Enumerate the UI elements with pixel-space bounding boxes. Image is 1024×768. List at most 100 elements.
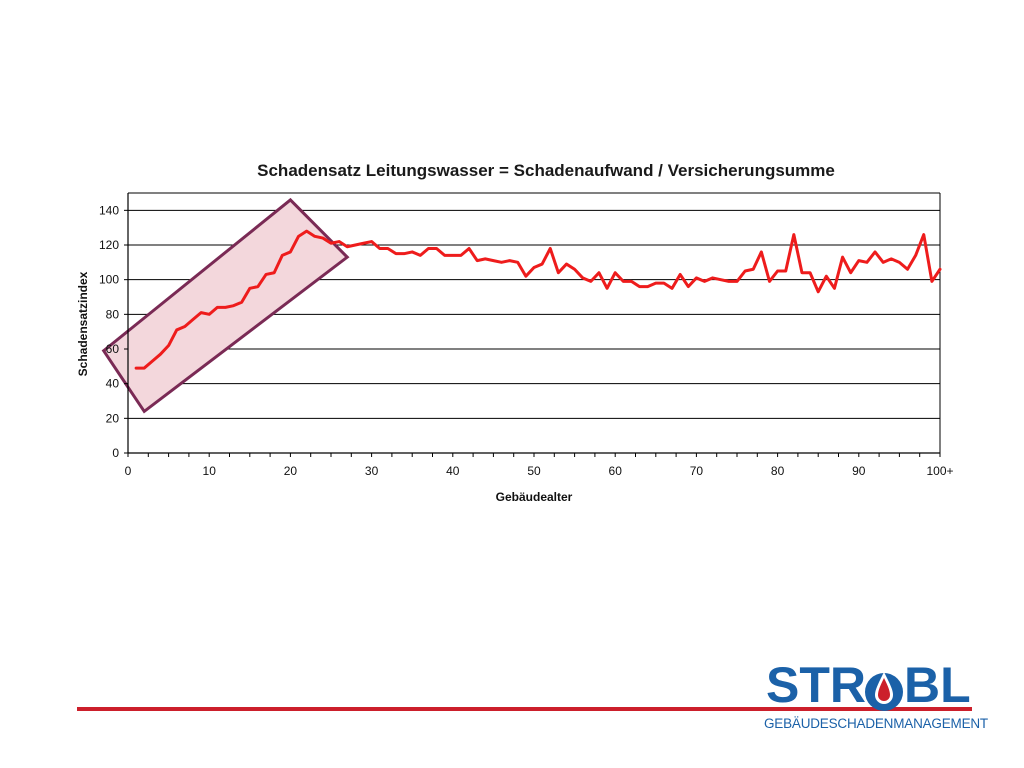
data-point (939, 268, 941, 270)
data-point (492, 260, 494, 262)
tick-labels: 0 20 40 60 80 100 120 140 0 10 20 30 40 50 60 70 80 90 100… (99, 203, 954, 478)
y-tick-label-120: 120 (99, 238, 119, 252)
data-point (460, 254, 462, 256)
data-point (525, 275, 527, 277)
data-point (760, 251, 762, 253)
x-axis-label: Gebäudealter (496, 490, 573, 504)
data-point (232, 305, 235, 307)
data-point (265, 273, 267, 276)
data-point (241, 301, 243, 303)
data-point (176, 329, 178, 331)
data-point (208, 313, 210, 315)
data-point (517, 261, 519, 263)
data-point (777, 270, 779, 272)
x-tick-label-20: 20 (284, 464, 298, 478)
data-point (297, 235, 300, 237)
highlight-rectangle (101, 197, 350, 414)
y-tick-label-40: 40 (106, 377, 120, 391)
data-point (419, 254, 421, 256)
y-tick-label-140: 140 (99, 203, 119, 217)
data-point (452, 254, 454, 256)
data-point (671, 287, 673, 289)
data-point (687, 286, 689, 288)
data-point (354, 244, 356, 246)
data-point (468, 247, 470, 250)
x-tick-label-0: 0 (125, 464, 132, 478)
data-point (833, 287, 836, 289)
y-tick-label-60: 60 (106, 342, 120, 356)
data-point (249, 287, 251, 289)
y-tick-label-80: 80 (106, 307, 120, 321)
data-point (793, 234, 795, 236)
data-point (663, 282, 665, 284)
highlight-box (101, 197, 350, 414)
data-point (257, 286, 259, 288)
data-point (281, 254, 283, 256)
data-point (768, 280, 771, 282)
data-point (159, 353, 162, 355)
data-point (184, 325, 186, 328)
company-logo: STR BL GEBÄUDESCHADENMANAGEMENT (764, 658, 988, 738)
axes (124, 193, 941, 457)
data-point (306, 230, 308, 232)
data-point (720, 279, 722, 281)
data-point (379, 247, 381, 250)
data-point (695, 277, 698, 279)
y-tick-label-20: 20 (106, 411, 120, 425)
data-point (574, 268, 576, 270)
data-point (736, 280, 738, 282)
data-point (444, 254, 446, 256)
data-point (647, 286, 649, 288)
data-point (484, 258, 486, 260)
data-point (387, 247, 389, 250)
y-axis-label: Schadensatzindex (76, 271, 90, 376)
data-point (395, 253, 397, 255)
data-point (541, 263, 543, 265)
data-point (622, 280, 624, 282)
data-point (151, 360, 153, 362)
data-point (557, 272, 559, 274)
series (134, 229, 942, 370)
data-point (192, 318, 194, 321)
x-tick-label-80: 80 (771, 464, 785, 478)
data-point (614, 272, 616, 274)
data-point (931, 280, 933, 282)
data-point (923, 234, 925, 236)
data-point (411, 251, 413, 253)
data-point (906, 268, 909, 270)
data-point (752, 268, 754, 270)
water-drop-icon (865, 672, 903, 711)
data-point (744, 270, 746, 272)
data-point (874, 251, 876, 253)
data-point (435, 247, 438, 250)
data-point (590, 280, 592, 282)
data-point (427, 247, 430, 250)
data-point (858, 260, 860, 262)
x-tick-label-40: 40 (446, 464, 460, 478)
data-point (841, 256, 844, 258)
data-point (224, 306, 227, 308)
data-point (785, 270, 787, 272)
data-point (809, 272, 811, 274)
data-point (712, 277, 714, 279)
data-point (825, 275, 827, 277)
data-point (338, 240, 340, 243)
data-point (850, 272, 852, 274)
x-tick-label-100: 100+ (926, 464, 953, 478)
data-point (866, 261, 868, 263)
data-point (533, 266, 535, 269)
data-point (565, 263, 568, 265)
x-tick-label-60: 60 (609, 464, 623, 478)
data-point (362, 242, 365, 244)
data-point (679, 273, 681, 276)
data-point (801, 272, 803, 274)
chart-title: Schadensatz Leitungswasser = Schadenaufw… (257, 161, 835, 180)
data-point (898, 261, 901, 263)
series-line-0 (134, 229, 942, 370)
y-tick-label-0: 0 (112, 446, 119, 460)
x-tick-label-70: 70 (690, 464, 704, 478)
data-point (314, 235, 316, 237)
data-point (200, 312, 202, 314)
logo-tagline: GEBÄUDESCHADENMANAGEMENT (764, 716, 988, 731)
